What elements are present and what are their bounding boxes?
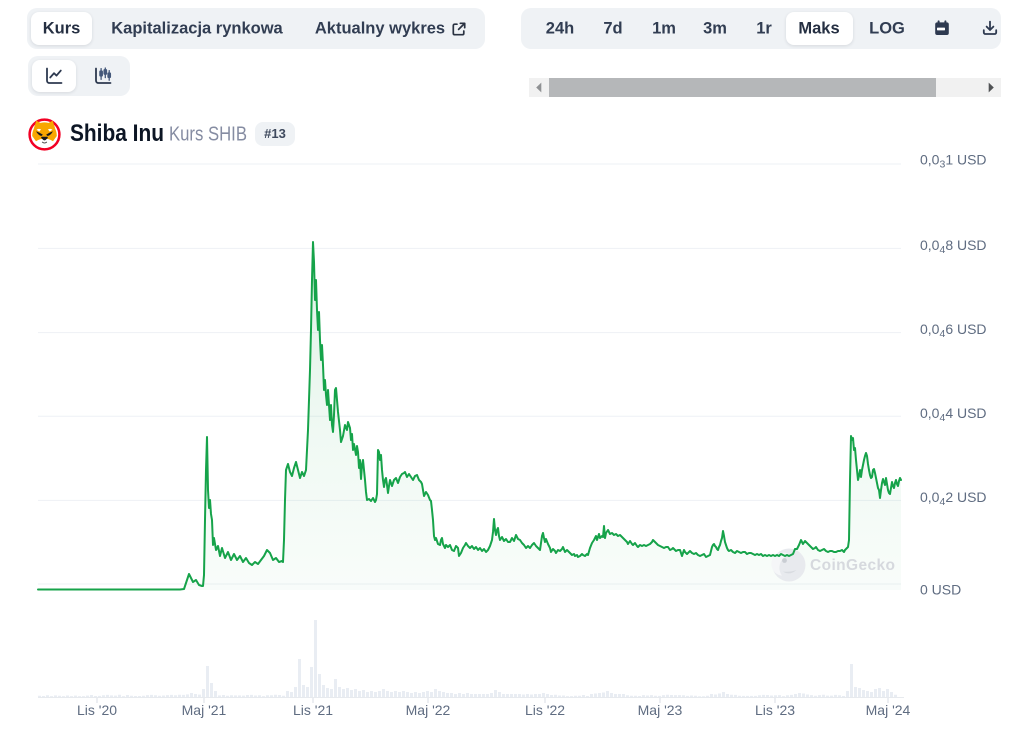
svg-text:Maj '21: Maj '21: [182, 702, 227, 718]
svg-text:Lis '21: Lis '21: [293, 702, 333, 718]
svg-text:CoinGecko: CoinGecko: [810, 557, 895, 574]
svg-text:0,042 USD: 0,042 USD: [920, 489, 987, 508]
svg-text:Lis '22: Lis '22: [525, 702, 565, 718]
svg-text:0,031 USD: 0,031 USD: [920, 152, 987, 171]
svg-text:Lis '23: Lis '23: [755, 702, 795, 718]
svg-text:0,046 USD: 0,046 USD: [920, 321, 987, 340]
svg-text:0,048 USD: 0,048 USD: [920, 237, 987, 256]
svg-text:Maj '24: Maj '24: [866, 702, 911, 718]
svg-text:0 USD: 0 USD: [920, 582, 961, 598]
svg-text:Maj '22: Maj '22: [406, 702, 451, 718]
svg-text:0,044 USD: 0,044 USD: [920, 405, 987, 424]
svg-text:Maj '23: Maj '23: [638, 702, 683, 718]
svg-text:Lis '20: Lis '20: [77, 702, 117, 718]
